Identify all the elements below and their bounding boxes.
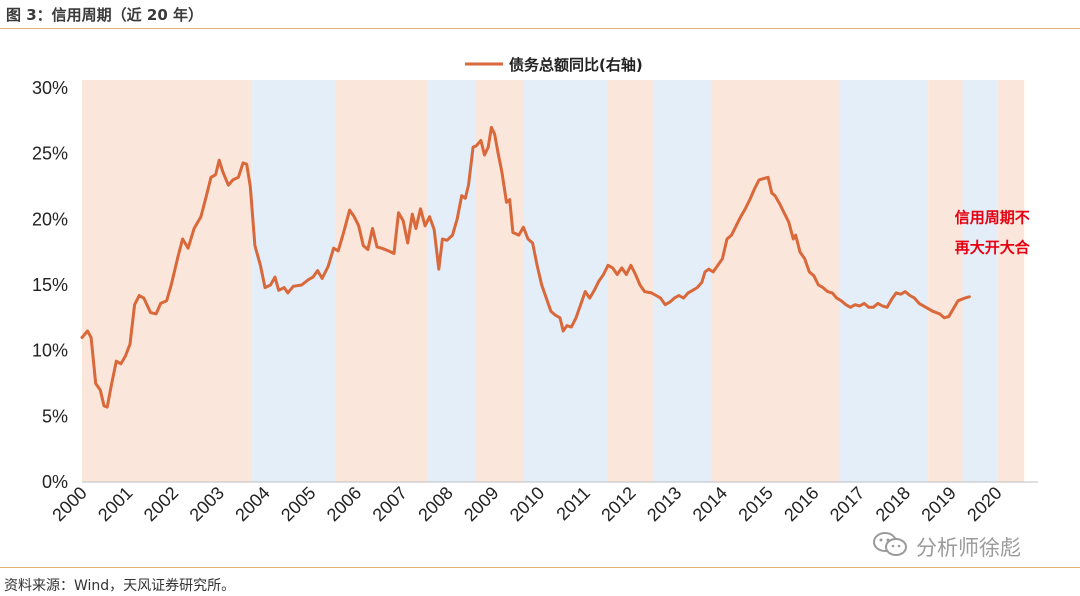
cycle-band-expansion: [710, 80, 840, 482]
x-tick-label: 2005: [277, 483, 319, 525]
cycle-band-contraction: [839, 80, 929, 482]
y-tick-label: 25%: [32, 144, 68, 164]
x-tick-label: 2015: [734, 483, 776, 525]
cycle-band-contraction: [252, 80, 336, 482]
legend: 债务总额同比(右轴): [465, 56, 643, 74]
x-tick-label: 2008: [414, 483, 456, 525]
annotation-line-1: 信用周期不: [955, 208, 1030, 226]
x-tick-labels: 2000 2001 2002 2003 2004 2005 2006 2007 2008 2009…: [48, 483, 1005, 525]
x-tick-label: 2009: [460, 483, 502, 525]
top-divider: [0, 28, 1080, 29]
x-tick-label: 2010: [506, 483, 548, 525]
watermark: 分析师徐彪: [872, 530, 1021, 563]
cycle-band-expansion: [997, 80, 1025, 482]
x-tick-label: 2004: [231, 483, 273, 525]
bottom-divider: [0, 567, 1080, 568]
y-tick-label: 0%: [42, 472, 68, 492]
legend-label: 债务总额同比(右轴): [509, 56, 643, 74]
x-tick-label: 2020: [963, 483, 1005, 525]
y-tick-label: 5%: [42, 406, 68, 426]
cycle-bands: [82, 80, 1025, 482]
annotation-text: 信用周期不 再大开大合: [955, 208, 1031, 256]
cycle-band-expansion: [928, 80, 963, 482]
cycle-band-contraction: [427, 80, 476, 482]
y-tick-label: 20%: [32, 209, 68, 229]
watermark-text: 分析师徐彪: [916, 535, 1021, 560]
y-tick-labels: 0% 5% 10% 15% 20% 25% 30%: [32, 78, 68, 492]
x-tick-label: 2002: [140, 483, 182, 525]
x-tick-label: 2014: [689, 483, 731, 525]
cycle-band-expansion: [608, 80, 654, 482]
cycle-band-expansion: [475, 80, 524, 482]
x-tick-label: 2016: [780, 483, 822, 525]
credit-cycle-chart: 0% 5% 10% 15% 20% 25% 30% 2000 2001 2002 2003 2004…: [32, 56, 1038, 525]
x-tick-label: 2003: [186, 483, 228, 525]
series-line-debt-growth: [80, 125, 971, 409]
x-tick-label: 2001: [94, 483, 136, 525]
cycle-band-contraction: [962, 80, 998, 482]
x-tick-label: 2012: [597, 483, 639, 525]
x-tick-label: 2017: [826, 483, 868, 525]
source-note: 资料来源：Wind，天风证券研究所。: [4, 578, 236, 594]
y-tick-label: 10%: [32, 341, 68, 361]
x-tick-label: 2018: [872, 483, 914, 525]
y-tick-label: 30%: [32, 78, 68, 98]
cycle-band-contraction: [523, 80, 609, 482]
annotation-line-2: 再大开大合: [955, 238, 1031, 256]
x-tick-label: 2006: [323, 483, 365, 525]
y-tick-label: 15%: [32, 275, 68, 295]
x-tick-label: 2019: [917, 483, 959, 525]
cycle-band-expansion: [82, 80, 253, 482]
cycle-band-expansion: [335, 80, 428, 482]
x-tick-label: 2013: [643, 483, 685, 525]
wechat-icon: [872, 530, 908, 563]
x-tick-label: 2011: [552, 483, 594, 525]
x-tick-label: 2007: [369, 483, 411, 525]
figure-title: 图 3：信用周期（近 20 年）: [6, 6, 203, 24]
